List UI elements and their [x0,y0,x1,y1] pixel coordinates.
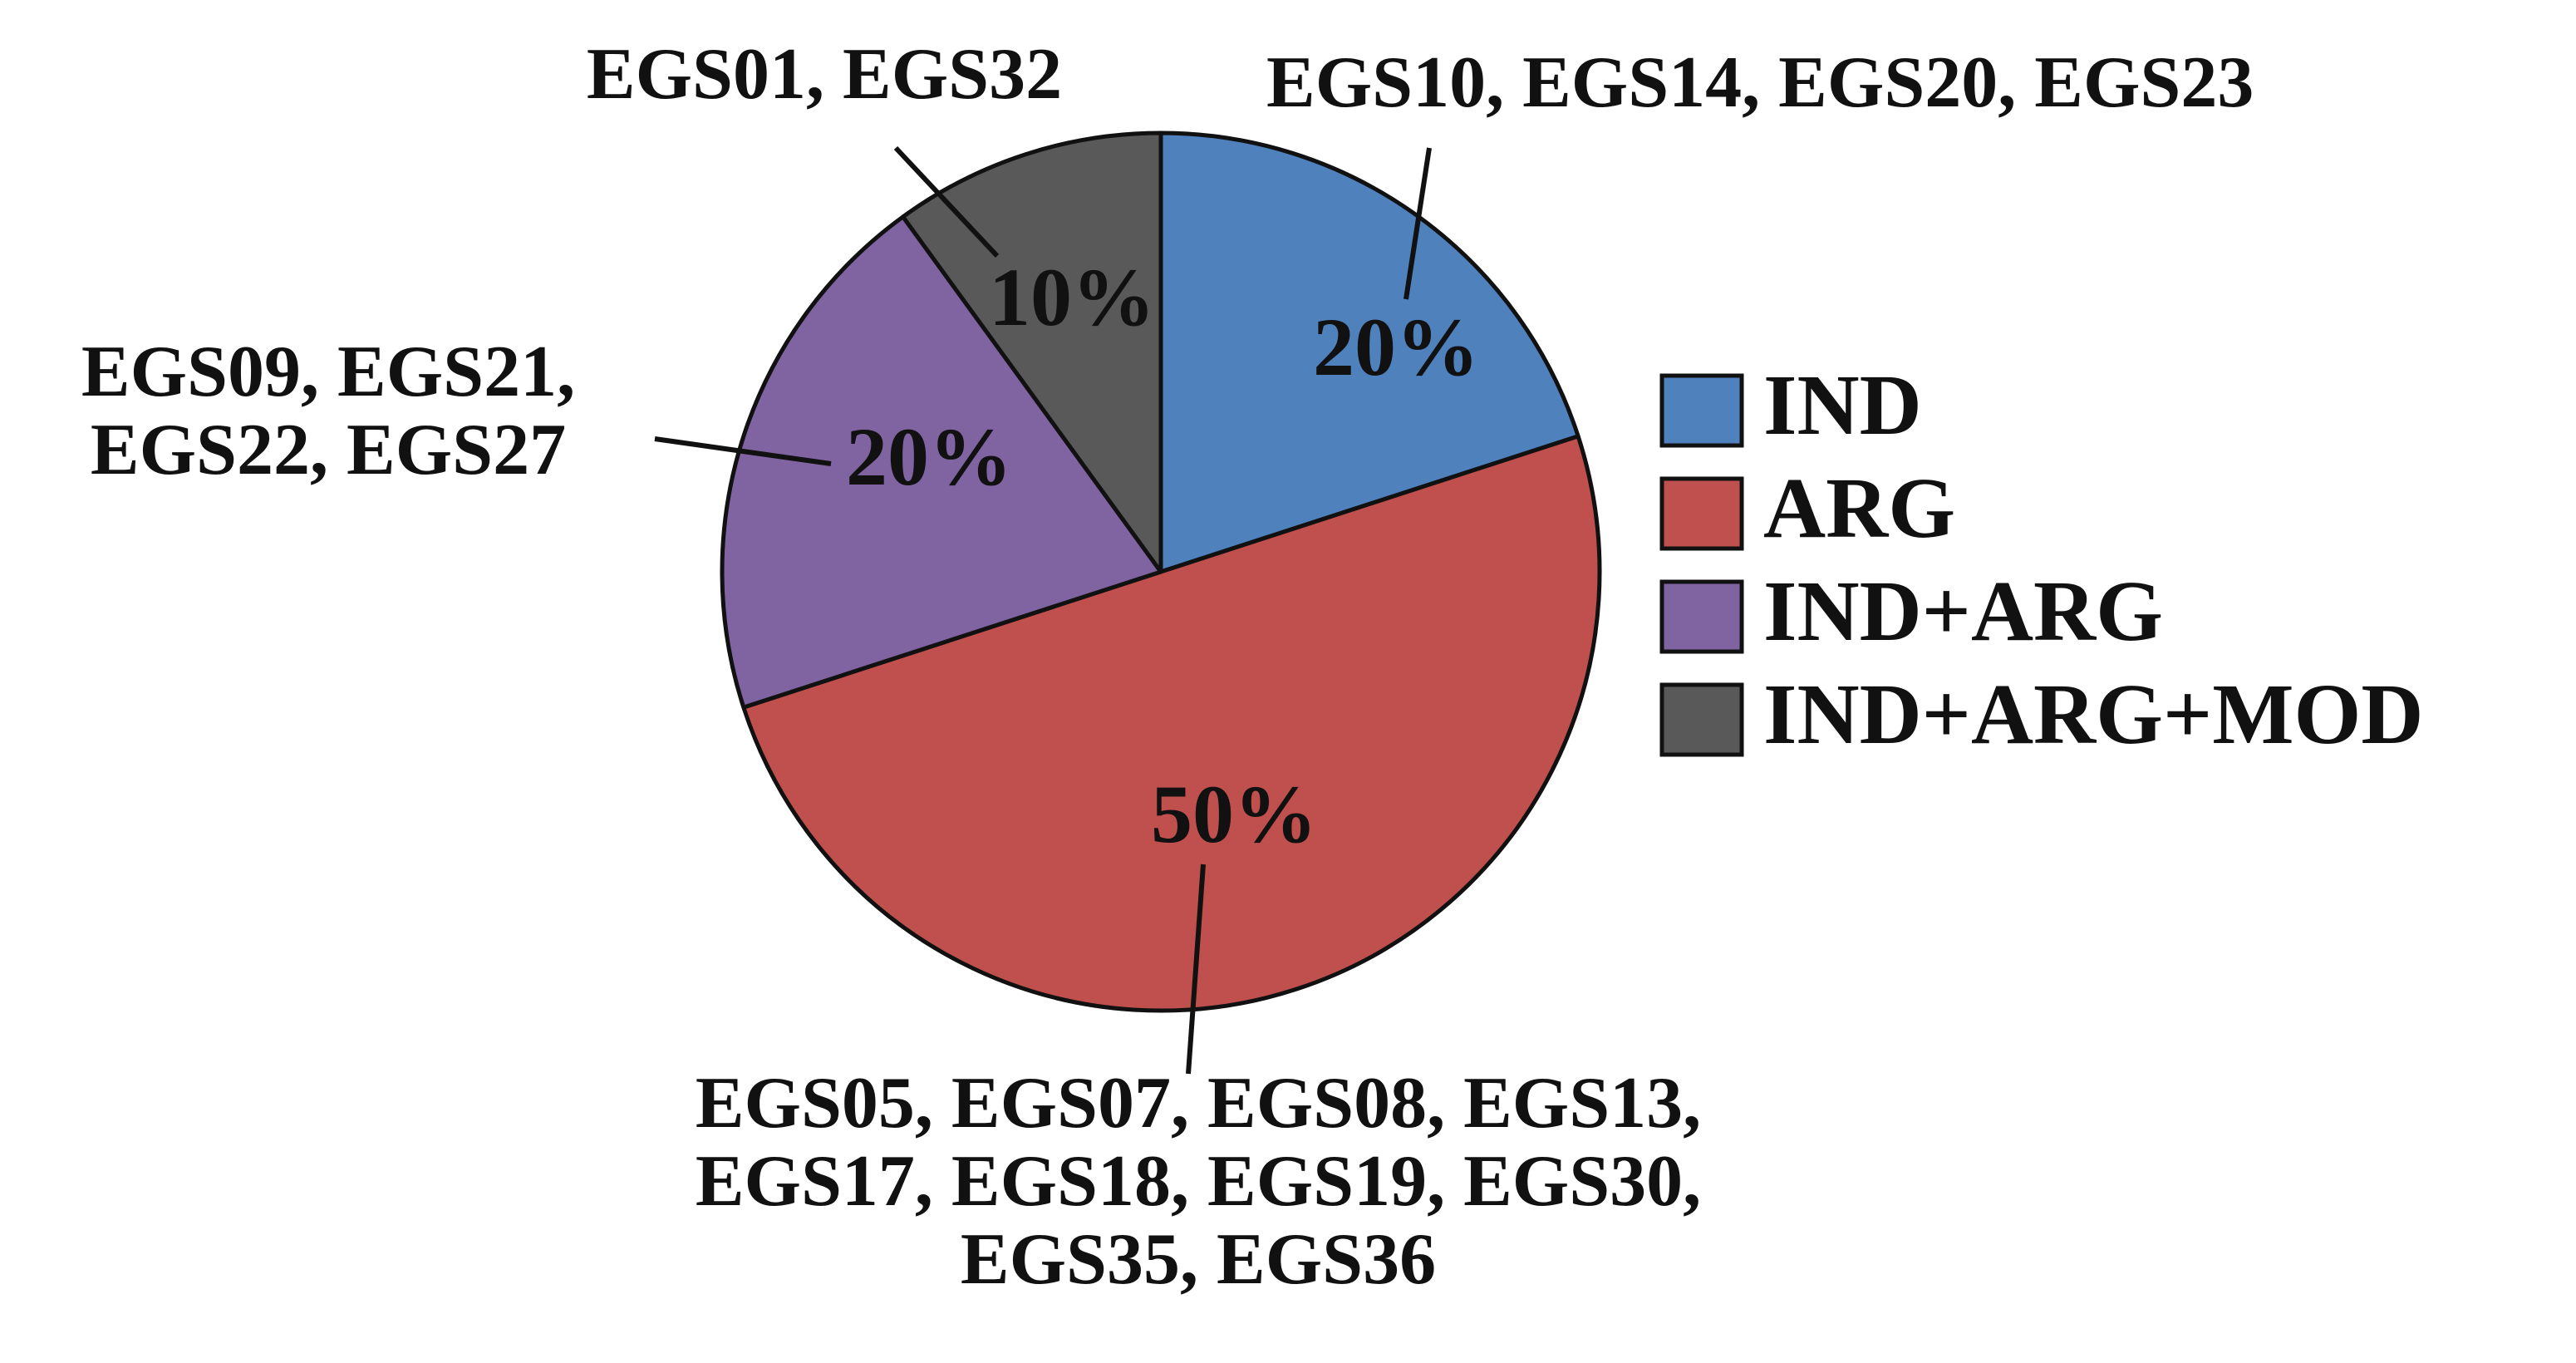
legend-label-ind: IND [1763,357,1922,453]
percent-label-arg: 50% [1151,768,1317,860]
callout-labels-layer: EGS10, EGS14, EGS20, EGS23 EGS05, EGS07, … [81,34,2254,1300]
leader-line-ind-plus-arg [654,436,832,466]
percent-label-ind-plus-arg-plus-mod: 10% [989,251,1155,343]
leader-line-arg [1186,864,1206,1075]
legend-swatch-arg [1659,476,1744,551]
legend-swatch-ind [1659,373,1744,448]
legend-label-arg: ARG [1763,460,1955,556]
percent-label-ind-plus-arg: 20% [846,411,1012,503]
callout-label-ind-plus-arg-plus-mod: EGS01, EGS32 [587,34,1062,115]
legend-label-ind-plus-arg: IND+ARG [1763,563,2163,659]
leader-lines-layer [654,145,1432,1075]
pie-slice-ind-plus-arg-plus-mod [901,130,1163,574]
callout-label-ind-plus-arg: EGS22, EGS27 [91,410,566,490]
callout-label-ind: EGS10, EGS14, EGS20, EGS23 [1266,42,2254,123]
legend-swatch-ind-plus-arg-plus-mod [1659,682,1744,757]
callout-label-ind-plus-arg: EGS09, EGS21, [81,332,575,412]
callout-label-arg: EGS05, EGS07, EGS08, EGS13, [696,1063,1701,1144]
pie-slice-arg [741,434,1602,1013]
legend-swatch-ind-plus-arg [1659,579,1744,654]
percent-labels-layer: 20% 50% 20% 10% [846,251,1479,860]
percent-label-ind: 20% [1313,301,1479,393]
pie-slice-ind-plus-arg [720,214,1163,710]
callout-label-arg: EGS35, EGS36 [961,1219,1436,1300]
callout-label-arg: EGS17, EGS18, EGS19, EGS30, [696,1141,1701,1222]
legend-label-ind-plus-arg-plus-mod: IND+ARG+MOD [1763,667,2423,762]
slices-layer [720,130,1602,1013]
leader-line-ind-plus-arg-plus-mod [893,145,1000,258]
leader-line-ind [1404,147,1432,300]
